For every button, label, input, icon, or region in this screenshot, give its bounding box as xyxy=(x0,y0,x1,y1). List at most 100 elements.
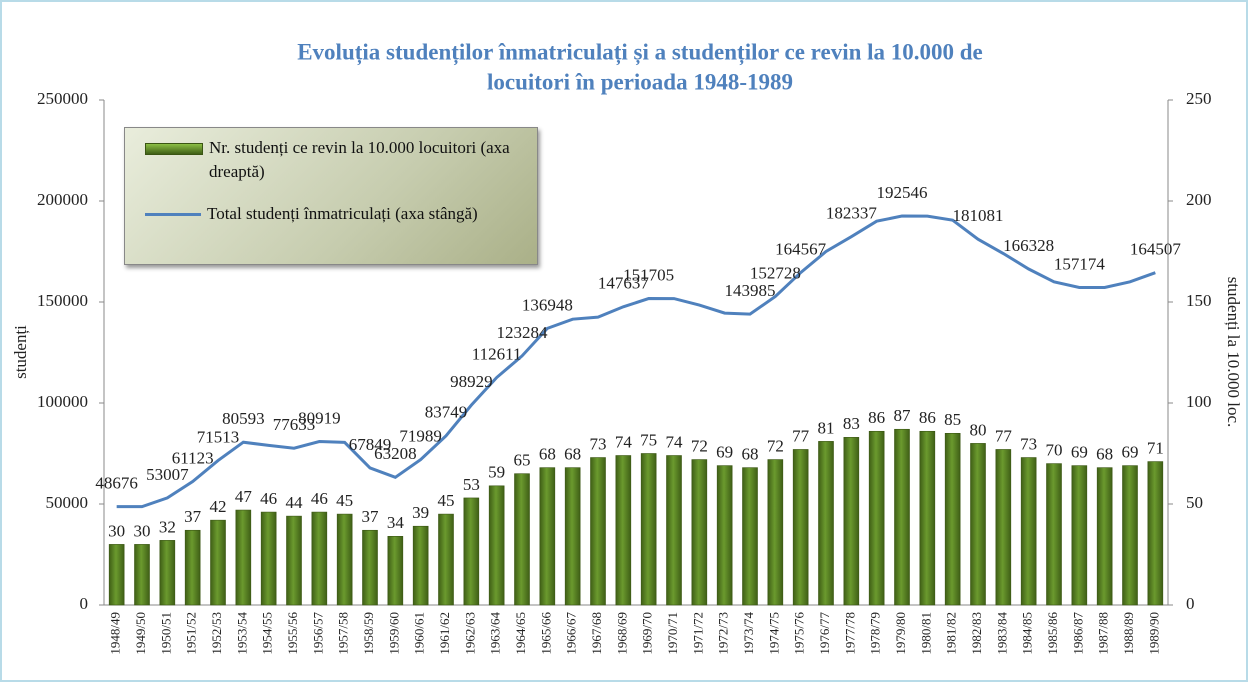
bar xyxy=(1122,465,1138,606)
x-tick-label: 1980/81 xyxy=(918,612,933,655)
x-tick-label: 1982/83 xyxy=(969,612,984,655)
bar xyxy=(818,441,834,606)
bar-value-label: 44 xyxy=(286,493,304,512)
bar xyxy=(412,525,429,606)
bar-value-label: 46 xyxy=(311,489,328,508)
bar xyxy=(311,511,328,606)
bar xyxy=(387,536,404,606)
legend-label: Total studenți înmatriculați (axa stângă… xyxy=(207,204,478,223)
x-tick-label: 1963/64 xyxy=(488,612,503,655)
x-tick-label: 1959/60 xyxy=(386,612,401,655)
x-tick-label: 1960/61 xyxy=(412,612,427,655)
x-tick-label: 1968/69 xyxy=(614,612,629,655)
line-value-label: 112611 xyxy=(472,344,522,363)
bar xyxy=(767,459,784,606)
bar-value-label: 37 xyxy=(184,507,202,526)
legend-key xyxy=(145,143,203,155)
x-tick-label: 1952/53 xyxy=(209,612,224,655)
bar-value-label: 86 xyxy=(919,408,936,427)
bar-value-label: 73 xyxy=(590,434,607,453)
bar xyxy=(539,467,556,606)
x-tick-label: 1977/78 xyxy=(842,612,857,655)
bar xyxy=(564,467,581,606)
bar xyxy=(210,519,226,606)
x-tick-label: 1956/57 xyxy=(310,612,325,655)
y2-tick-label: 150 xyxy=(1186,291,1212,310)
line-value-label: 71989 xyxy=(399,426,442,445)
bar xyxy=(1071,465,1088,606)
bar-value-label: 30 xyxy=(134,521,151,540)
x-tick-label: 1978/79 xyxy=(868,612,883,655)
bar-value-label: 59 xyxy=(488,463,505,482)
x-tick-label: 1962/63 xyxy=(462,612,477,655)
line-value-label: 157174 xyxy=(1054,254,1106,273)
x-tick-label: 1966/67 xyxy=(564,612,579,655)
bar-value-label: 75 xyxy=(640,430,657,449)
bar-value-label: 30 xyxy=(108,521,125,540)
bar xyxy=(336,513,353,606)
line-value-label: 181081 xyxy=(953,206,1004,225)
chart-title: Evoluția studenților înmatriculați și a … xyxy=(297,39,983,65)
bar-value-label: 87 xyxy=(894,406,912,425)
bar-value-label: 45 xyxy=(336,491,353,510)
x-tick-label: 1957/58 xyxy=(336,612,351,655)
bar xyxy=(640,453,657,606)
bar-value-label: 39 xyxy=(412,503,429,522)
x-tick-label: 1961/62 xyxy=(437,612,452,655)
bar-value-label: 46 xyxy=(260,489,277,508)
x-tick-label: 1970/71 xyxy=(665,612,680,655)
x-tick-label: 1989/90 xyxy=(1146,612,1161,655)
bar xyxy=(691,459,708,606)
legend-item: Total studenți înmatriculați (axa stângă… xyxy=(145,202,535,226)
bar-value-label: 69 xyxy=(1071,443,1088,462)
x-tick-label: 1973/74 xyxy=(741,612,756,655)
y-tick-label: 250000 xyxy=(37,89,88,108)
bar xyxy=(970,443,986,606)
x-tick-label: 1951/52 xyxy=(184,612,199,655)
legend: Nr. studenți ce revin la 10.000 locuitor… xyxy=(124,127,538,265)
bar-value-label: 69 xyxy=(716,443,733,462)
line-value-label: 123284 xyxy=(497,323,549,342)
bar-value-label: 47 xyxy=(235,487,253,506)
bar-value-label: 77 xyxy=(995,426,1013,445)
bar xyxy=(286,515,302,606)
x-tick-label: 1969/70 xyxy=(640,612,655,655)
line-value-label: 80593 xyxy=(222,409,265,428)
bar-value-label: 86 xyxy=(868,408,885,427)
bar xyxy=(184,529,201,606)
bar-value-label: 71 xyxy=(1147,438,1164,457)
bar xyxy=(792,449,809,606)
x-tick-label: 1981/82 xyxy=(944,612,959,655)
line xyxy=(116,214,1156,509)
x-tick-label: 1954/55 xyxy=(260,612,275,655)
bar-value-label: 68 xyxy=(742,445,759,464)
line-value-label: 151705 xyxy=(623,265,674,284)
bar-value-label: 74 xyxy=(666,432,684,451)
line-value-label: 164507 xyxy=(1130,240,1182,259)
bar xyxy=(362,529,378,606)
x-tick-label: 1975/76 xyxy=(792,612,807,655)
x-tick-label: 1985/86 xyxy=(1045,612,1060,655)
x-tick-label: 1983/84 xyxy=(994,612,1009,655)
y-axis-label: studenți xyxy=(11,325,30,379)
bar-value-label: 65 xyxy=(514,451,531,470)
legend-key xyxy=(145,213,201,216)
x-tick-label: 1955/56 xyxy=(285,612,300,655)
bar-value-label: 81 xyxy=(818,418,835,437)
bar-value-label: 42 xyxy=(210,497,227,516)
x-tick-label: 1958/59 xyxy=(361,612,376,655)
x-tick-label: 1974/75 xyxy=(766,612,781,655)
bar xyxy=(742,467,758,606)
bar xyxy=(134,544,150,606)
line-value-label: 164567 xyxy=(775,239,827,258)
bar xyxy=(716,465,733,606)
y2-tick-label: 250 xyxy=(1186,89,1212,108)
x-tick-label: 1979/80 xyxy=(893,612,908,655)
line-value-label: 147637 xyxy=(598,274,650,293)
x-tick-label: 1964/65 xyxy=(513,612,528,655)
y-tick-label: 0 xyxy=(80,594,89,613)
x-tick-label: 1972/73 xyxy=(716,612,731,655)
bar-value-label: 68 xyxy=(564,445,581,464)
x-tick-label: 1967/68 xyxy=(589,612,604,655)
